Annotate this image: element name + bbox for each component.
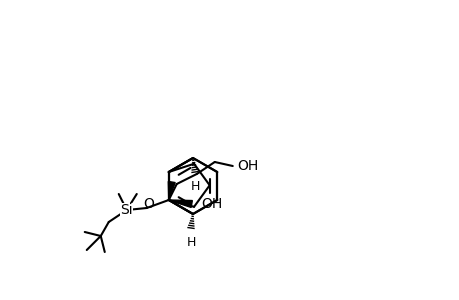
Text: O: O — [143, 197, 154, 211]
Text: OH: OH — [200, 197, 222, 211]
Text: H: H — [186, 236, 195, 249]
Polygon shape — [168, 200, 192, 207]
Text: OH: OH — [236, 159, 257, 173]
Polygon shape — [168, 182, 175, 200]
Text: H: H — [190, 180, 199, 193]
Text: Si: Si — [120, 203, 133, 217]
